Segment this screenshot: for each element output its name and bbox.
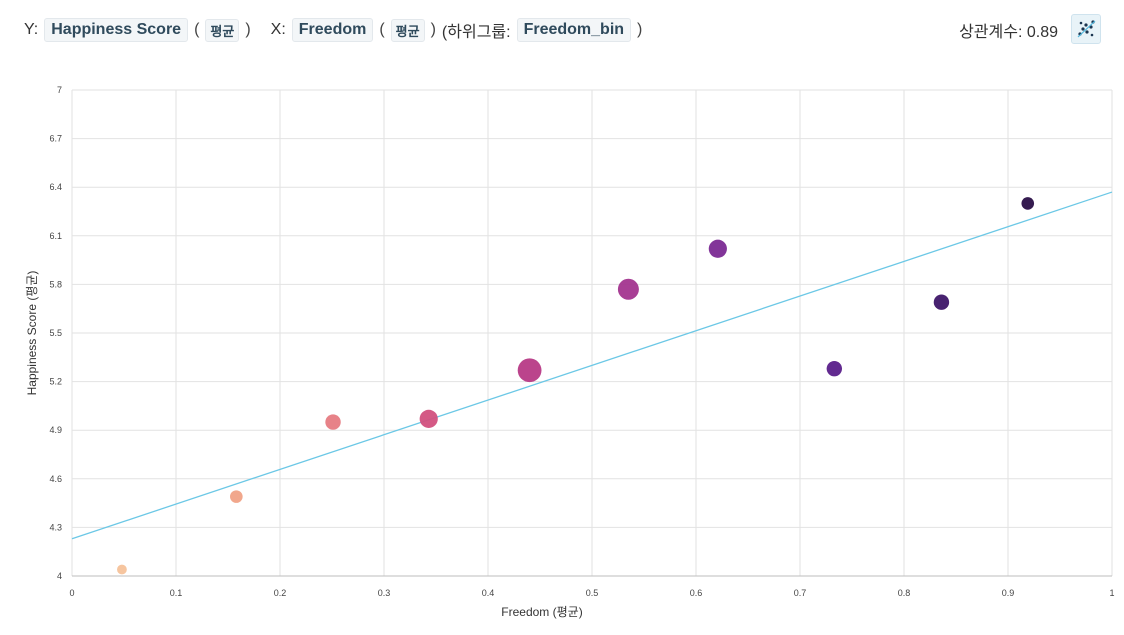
y-tick-label: 4.3	[49, 522, 62, 532]
data-point	[230, 490, 243, 503]
data-point	[708, 239, 727, 258]
x-tick-label: 0.3	[378, 588, 391, 598]
y-agg-open-paren: (	[194, 21, 200, 38]
y-tick-label: 7	[57, 85, 62, 95]
scatter-plot-icon	[1077, 20, 1096, 38]
data-point	[517, 358, 542, 383]
data-point	[419, 409, 438, 428]
x-aggregation-selector[interactable]: 평균	[390, 18, 425, 42]
x-agg-close-paren: )	[430, 21, 436, 38]
chart-config-bar: Y: Happiness Score ( 평균 ) X: Freedom ( 평…	[24, 16, 648, 44]
x-tick-label: 0.7	[794, 588, 807, 598]
y-tick-label: 5.5	[49, 328, 62, 338]
subgroup-close-paren: )	[637, 21, 643, 38]
data-point	[933, 294, 950, 310]
x-field-selector[interactable]: Freedom	[291, 18, 374, 42]
y-tick-label: 5.8	[49, 279, 62, 289]
subgroup-label: (하위그룹:	[441, 24, 511, 41]
x-agg-open-paren: (	[379, 21, 385, 38]
subgroup-field-selector[interactable]: Freedom_bin	[516, 18, 632, 42]
x-tick-label: 0	[69, 588, 74, 598]
x-tick-label: 0.4	[482, 588, 495, 598]
x-tick-label: 1	[1109, 588, 1114, 598]
data-point	[617, 278, 639, 300]
scatter-plot-button[interactable]	[1071, 14, 1101, 44]
x-tick-label: 0.9	[1002, 588, 1015, 598]
data-point	[1021, 197, 1035, 210]
y-axis-title: Happiness Score (평균)	[25, 271, 39, 396]
x-tick-label: 0.6	[690, 588, 703, 598]
x-tick-label: 0.8	[898, 588, 911, 598]
y-tick-label: 6.1	[49, 231, 62, 241]
y-tick-label: 4.9	[49, 425, 62, 435]
y-agg-close-paren: )	[245, 21, 251, 38]
data-point	[117, 564, 127, 575]
trend-line	[71, 191, 1113, 540]
y-tick-label: 4.6	[49, 474, 62, 484]
y-tick-label: 5.2	[49, 377, 62, 387]
y-aggregation-selector[interactable]: 평균	[205, 18, 240, 42]
y-field-selector[interactable]: Happiness Score	[44, 18, 189, 42]
y-tick-label: 6.4	[49, 182, 62, 192]
y-tick-label: 4	[57, 571, 62, 581]
y-axis-prefix: Y:	[24, 21, 39, 38]
data-point	[325, 414, 341, 430]
x-axis-prefix: X:	[270, 21, 286, 38]
x-tick-label: 0.2	[274, 588, 287, 598]
x-tick-label: 0.1	[170, 588, 183, 598]
x-tick-label: 0.5	[586, 588, 599, 598]
data-point	[826, 360, 843, 377]
y-tick-label: 6.7	[49, 134, 62, 144]
x-axis-title: Freedom (평균)	[501, 605, 582, 619]
correlation-value: 상관계수: 0.89	[959, 24, 1058, 41]
